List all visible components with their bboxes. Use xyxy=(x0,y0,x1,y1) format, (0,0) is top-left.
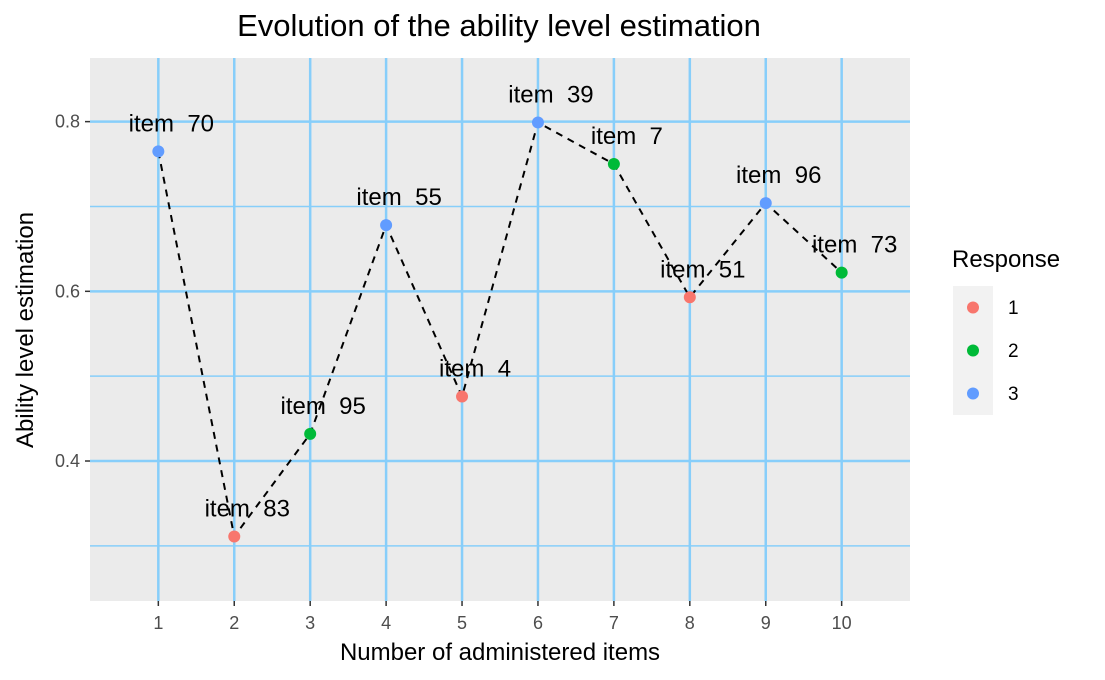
y-axis-title: Ability level estimation xyxy=(12,212,39,448)
connector-lines xyxy=(157,120,843,539)
chart-title: Evolution of the ability level estimatio… xyxy=(237,8,761,43)
point-label: item 4 xyxy=(439,356,511,383)
axis-ticks: 1 2 3 4 5 6 7 8 9 10 0.4 0.6 0.8 xyxy=(55,112,852,633)
x-tick-label: 1 xyxy=(153,613,163,633)
point-labels: item 70 item 83 item 95 item 55 item 4 item 3… xyxy=(129,81,898,522)
legend-swatch xyxy=(967,301,979,314)
data-point xyxy=(228,530,241,543)
data-point xyxy=(607,158,620,171)
x-tick-label: 4 xyxy=(381,613,391,633)
x-tick-label: 5 xyxy=(457,613,467,633)
grid-lines xyxy=(90,58,910,601)
x-tick-label: 6 xyxy=(533,613,543,633)
x-tick-label: 7 xyxy=(609,613,619,633)
x-tick-label: 8 xyxy=(685,613,695,633)
data-point xyxy=(531,116,544,129)
point-label: item 55 xyxy=(356,184,441,211)
point-label: item 73 xyxy=(812,232,897,259)
data-points xyxy=(152,116,848,543)
legend-label: 2 xyxy=(1008,341,1019,362)
point-label: item 95 xyxy=(280,393,365,420)
data-point xyxy=(380,219,393,232)
x-tick-label: 9 xyxy=(761,613,771,633)
connector-line xyxy=(157,120,843,539)
plot-panel xyxy=(90,58,910,601)
y-tick-label: 0.8 xyxy=(55,112,80,132)
legend: Response 1 2 3 xyxy=(952,246,1060,415)
data-point xyxy=(835,266,848,279)
x-tick-label: 10 xyxy=(832,613,852,633)
data-point xyxy=(759,197,772,210)
data-point xyxy=(683,291,696,304)
legend-swatch xyxy=(967,344,979,357)
y-tick-label: 0.4 xyxy=(55,451,80,471)
legend-swatch xyxy=(967,387,979,400)
point-label: item 83 xyxy=(205,496,290,523)
data-point xyxy=(304,427,317,440)
legend-title: Response xyxy=(952,246,1060,273)
data-point xyxy=(152,145,165,158)
point-label: item 51 xyxy=(660,256,745,283)
x-axis-title: Number of administered items xyxy=(340,639,660,666)
point-label: item 96 xyxy=(736,162,821,189)
y-tick-label: 0.6 xyxy=(55,281,80,301)
data-point xyxy=(456,390,469,403)
point-label: item 7 xyxy=(591,123,663,150)
x-tick-label: 2 xyxy=(229,613,239,633)
point-label: item 39 xyxy=(508,81,593,108)
x-tick-label: 3 xyxy=(305,613,315,633)
legend-label: 3 xyxy=(1008,384,1019,405)
point-label: item 70 xyxy=(129,110,214,137)
legend-label: 1 xyxy=(1008,298,1019,319)
